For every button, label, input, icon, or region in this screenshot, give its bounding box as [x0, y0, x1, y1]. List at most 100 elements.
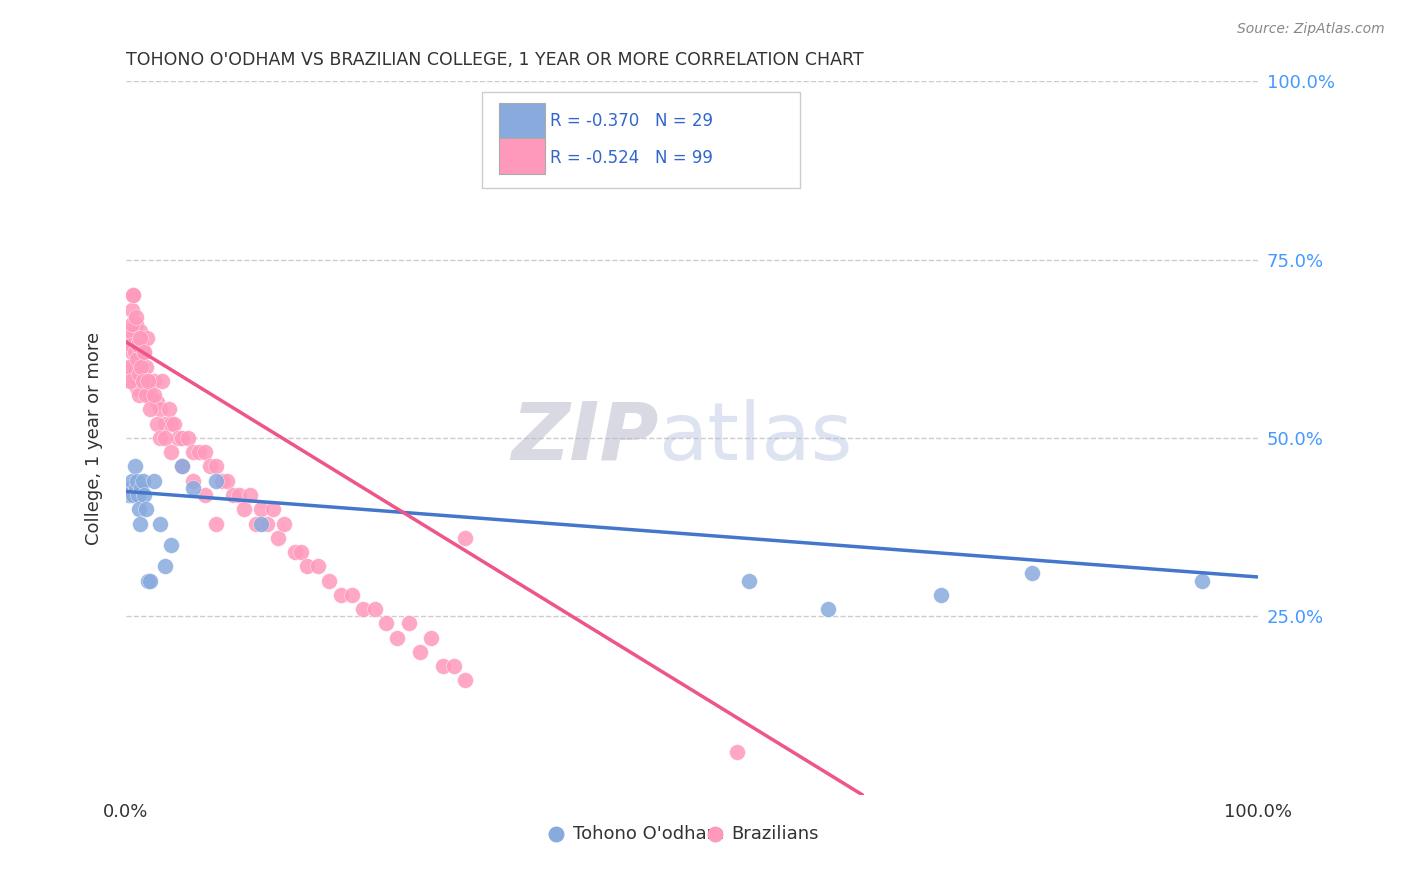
Point [129, 324, 152, 338]
Point [432, 659, 454, 673]
Point [737, 574, 759, 588]
Point [118, 324, 141, 338]
Point [211, 474, 233, 488]
Point [142, 374, 165, 388]
Point [128, 502, 150, 516]
Point [120, 374, 142, 388]
Point [233, 502, 256, 516]
Text: Source: ZipAtlas.com: Source: ZipAtlas.com [1237, 22, 1385, 37]
Text: Tohono O'odham: Tohono O'odham [574, 825, 724, 843]
FancyBboxPatch shape [482, 92, 800, 188]
Point [817, 602, 839, 616]
Point [160, 417, 183, 431]
Point [183, 474, 205, 488]
Point [318, 574, 340, 588]
Text: TOHONO O'ODHAM VS BRAZILIAN COLLEGE, 1 YEAR OR MORE CORRELATION CHART: TOHONO O'ODHAM VS BRAZILIAN COLLEGE, 1 Y… [125, 51, 863, 69]
Point [125, 381, 148, 395]
Point [125, 310, 148, 324]
Point [131, 374, 153, 388]
Point [135, 388, 157, 402]
Point [703, 827, 725, 841]
Point [139, 402, 162, 417]
Text: ZIP: ZIP [510, 399, 658, 477]
Point [364, 602, 387, 616]
Point [194, 445, 217, 459]
Point [194, 488, 217, 502]
Point [1191, 574, 1213, 588]
Point [290, 545, 312, 559]
Point [398, 616, 420, 631]
Point [228, 488, 250, 502]
Point [127, 374, 149, 388]
Point [118, 359, 141, 374]
Point [122, 288, 145, 302]
Point [222, 488, 245, 502]
Point [273, 516, 295, 531]
Point [177, 431, 200, 445]
Point [544, 827, 567, 841]
Point [124, 359, 146, 374]
Point [205, 516, 228, 531]
Point [295, 559, 318, 574]
Point [122, 359, 145, 374]
Point [166, 431, 188, 445]
Point [153, 559, 176, 574]
Point [125, 338, 148, 352]
Point [121, 474, 143, 488]
Point [128, 345, 150, 359]
Point [131, 359, 153, 374]
FancyBboxPatch shape [499, 138, 544, 174]
Point [128, 367, 150, 381]
Point [250, 502, 273, 516]
Point [125, 481, 148, 495]
Point [183, 481, 205, 495]
Point [150, 374, 173, 388]
Point [146, 395, 169, 409]
Point [375, 616, 398, 631]
Point [136, 374, 159, 388]
Point [146, 417, 169, 431]
Point [122, 288, 145, 302]
Point [160, 445, 183, 459]
Point [120, 481, 142, 495]
Point [188, 445, 211, 459]
Point [160, 538, 183, 552]
Point [443, 659, 465, 673]
Point [139, 388, 162, 402]
Point [454, 673, 477, 688]
FancyBboxPatch shape [499, 103, 544, 138]
Point [125, 474, 148, 488]
Text: atlas: atlas [658, 399, 852, 477]
Point [153, 417, 176, 431]
Point [131, 474, 153, 488]
Point [120, 331, 142, 345]
Point [239, 488, 262, 502]
Point [125, 374, 148, 388]
Point [148, 402, 170, 417]
Point [139, 574, 162, 588]
Point [118, 338, 141, 352]
Point [205, 474, 228, 488]
Point [454, 531, 477, 545]
Text: R = -0.370   N = 29: R = -0.370 N = 29 [550, 112, 713, 129]
Point [124, 345, 146, 359]
Point [118, 374, 141, 388]
Point [409, 645, 432, 659]
Point [157, 402, 180, 417]
Point [142, 474, 165, 488]
Point [121, 345, 143, 359]
Point [127, 338, 149, 352]
Point [124, 459, 146, 474]
Point [118, 359, 141, 374]
Point [129, 331, 152, 345]
Y-axis label: College, 1 year or more: College, 1 year or more [86, 332, 103, 544]
Point [340, 588, 363, 602]
Point [256, 516, 278, 531]
Point [153, 431, 176, 445]
Point [148, 516, 170, 531]
Point [132, 345, 155, 359]
Point [129, 516, 152, 531]
Point [136, 331, 159, 345]
Point [929, 588, 952, 602]
Point [120, 338, 142, 352]
